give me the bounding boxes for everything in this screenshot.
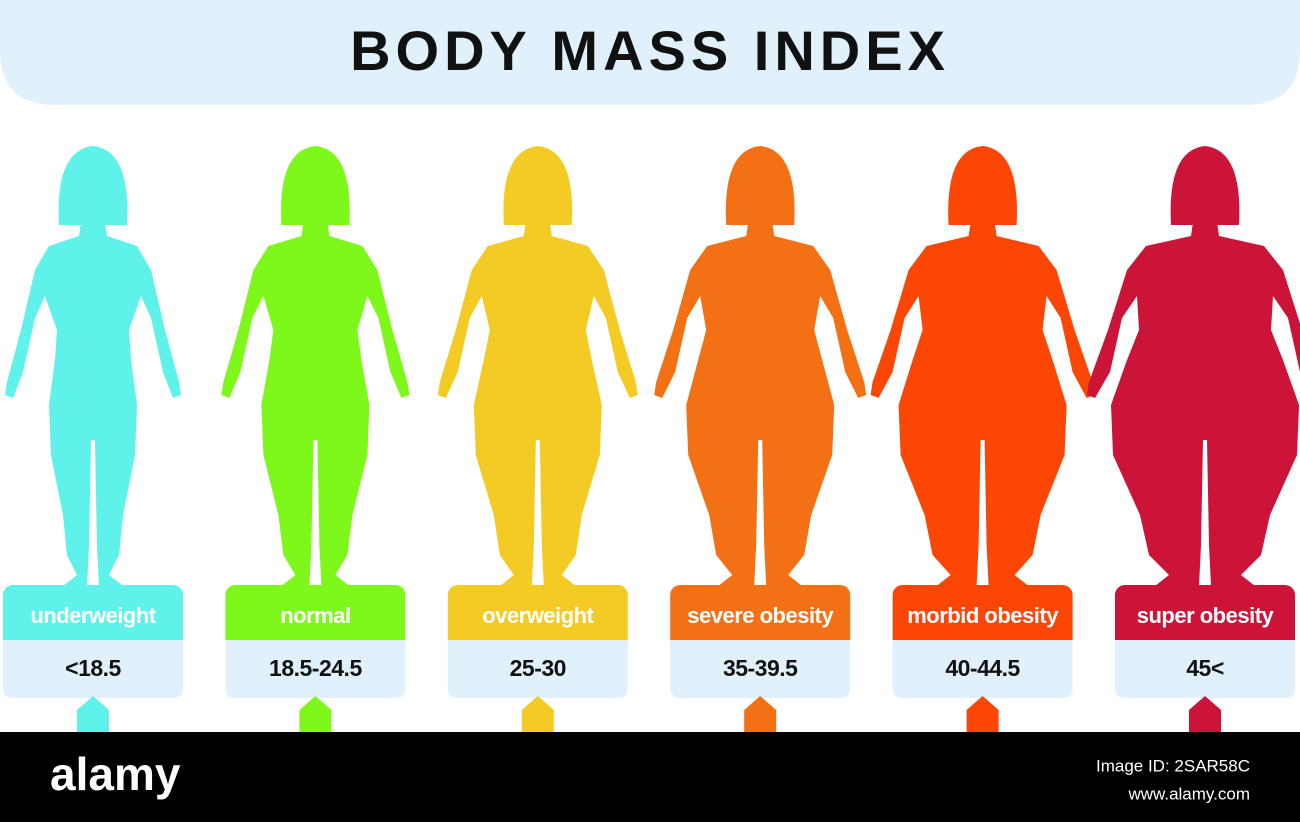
- silhouette: [437, 222, 638, 586]
- range-box: [225, 640, 406, 698]
- label-box: [1115, 585, 1295, 650]
- hair: [1170, 146, 1240, 225]
- silhouette: [1087, 222, 1300, 586]
- silhouette: [654, 222, 867, 586]
- silhouette: [5, 222, 181, 586]
- category-label: underweight: [30, 603, 156, 628]
- silhouette: [221, 222, 410, 586]
- label-box: [670, 585, 851, 650]
- label-box: [3, 585, 183, 650]
- pointer: [744, 696, 777, 732]
- pointer: [966, 696, 999, 732]
- pointer: [1189, 696, 1221, 732]
- range-box: [892, 640, 1073, 698]
- category-range: 25-30: [510, 655, 566, 681]
- title: BODY MASS INDEX: [350, 19, 950, 82]
- hair: [725, 146, 795, 225]
- range-box: [1115, 640, 1295, 698]
- pointer: [299, 696, 332, 732]
- footer-bar: [0, 732, 1300, 822]
- category-label: morbid obesity: [907, 603, 1059, 628]
- silhouette: [870, 222, 1095, 586]
- category-range: 45<: [1186, 655, 1224, 681]
- category-range: 40-44.5: [945, 655, 1020, 681]
- range-box: [3, 640, 183, 698]
- brand: alamy: [50, 748, 181, 800]
- label-box: [225, 585, 406, 650]
- category-label: severe obesity: [687, 603, 834, 628]
- category-range: 18.5-24.5: [269, 655, 362, 681]
- range-box: [447, 640, 628, 698]
- hair: [948, 146, 1017, 225]
- pointer: [521, 696, 554, 732]
- hair: [58, 146, 128, 225]
- label-box: [892, 585, 1073, 650]
- category-label: normal: [280, 603, 350, 628]
- label-box: [447, 585, 628, 650]
- category-range: <18.5: [65, 655, 121, 681]
- header-banner: [0, 0, 1300, 105]
- range-box: [670, 640, 851, 698]
- url: www.alamy.com: [1127, 784, 1250, 803]
- hair: [503, 146, 573, 225]
- columns: underweight <18.5 normal 18.5-24.5 overweigh…: [3, 146, 1300, 732]
- category-range: 35-39.5: [723, 655, 798, 681]
- category-label: overweight: [482, 603, 594, 628]
- image-id: Image ID: 2SAR58C: [1096, 756, 1250, 775]
- hair: [281, 146, 350, 225]
- pointer: [77, 696, 109, 732]
- category-label: super obesity: [1137, 603, 1275, 628]
